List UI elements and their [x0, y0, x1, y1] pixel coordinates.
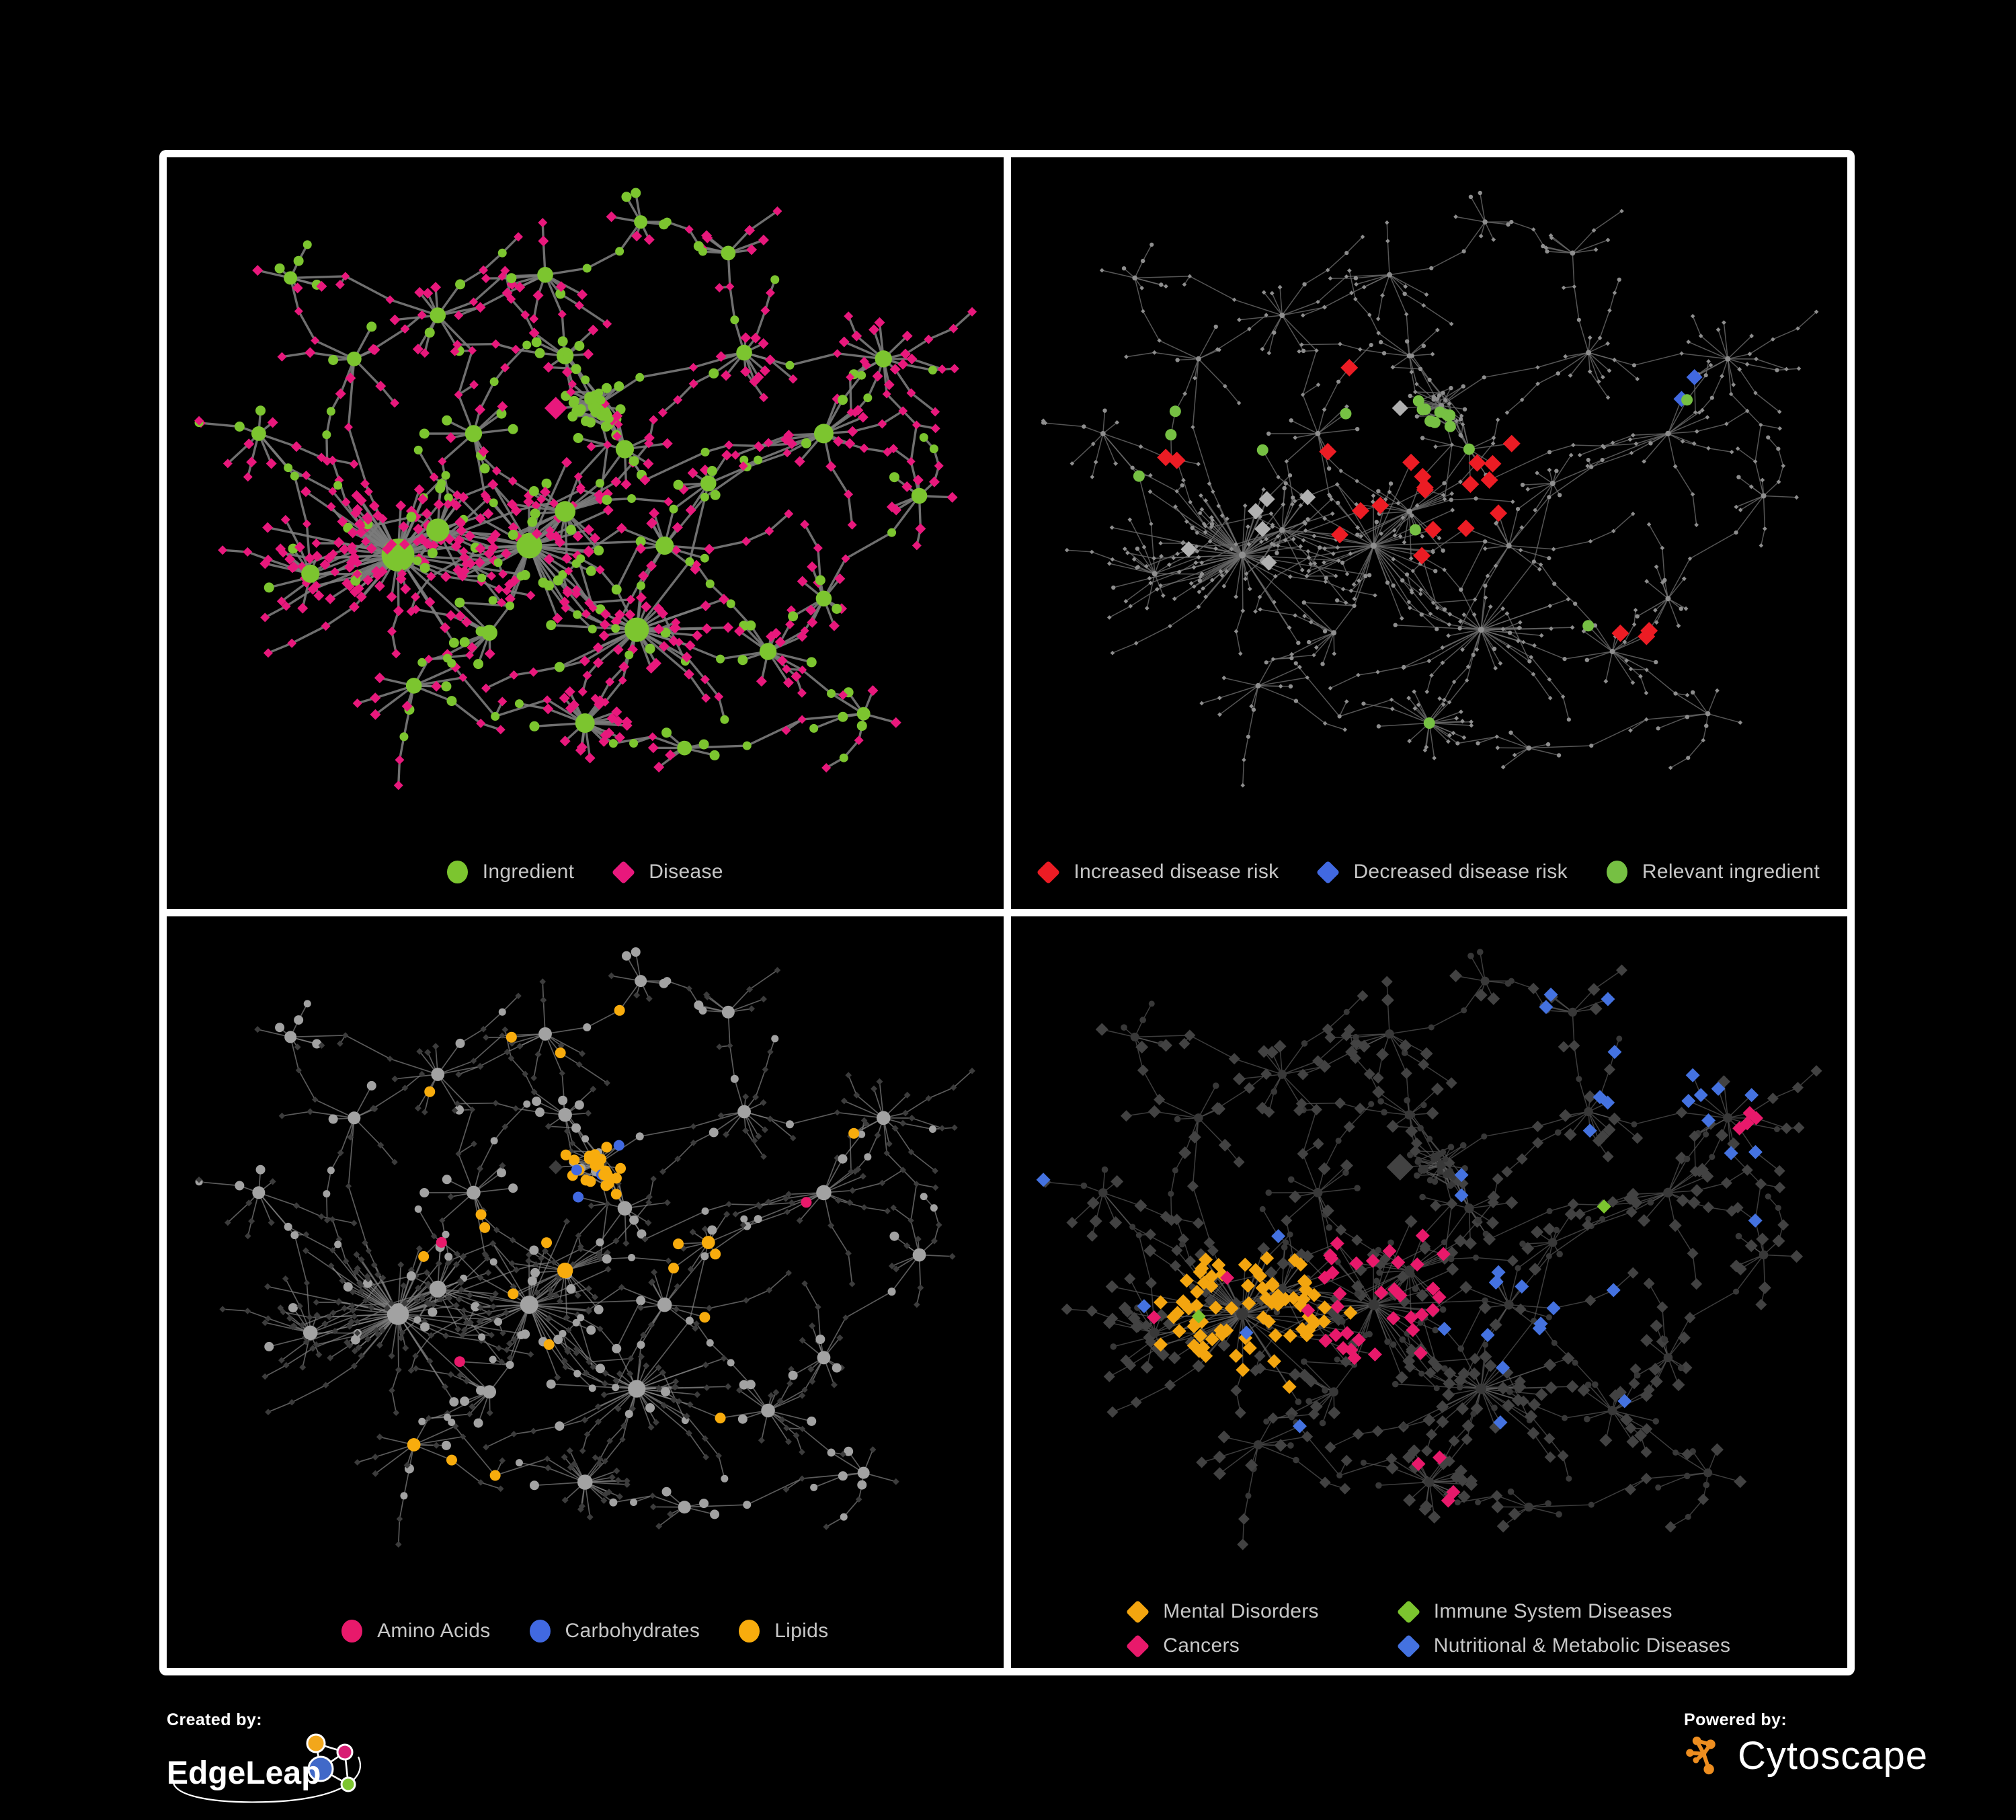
legend-label: Mental Disorders: [1163, 1600, 1319, 1622]
legend-label: Immune System Diseases: [1433, 1600, 1672, 1622]
edgeleap-wordmark: EdgeLeap: [167, 1755, 321, 1791]
edgeleap-pink-node: [336, 1743, 354, 1761]
powered-by-block: Powered by: Cytoscape: [1684, 1710, 1928, 1778]
decreased-risk-swatch-icon: [1316, 860, 1340, 884]
edgeleap-green-node: [340, 1776, 356, 1792]
mental-disorders-swatch-icon: [1126, 1599, 1150, 1624]
ingredient-swatch-icon: [446, 861, 468, 883]
legend-item: Cancers: [1126, 1634, 1319, 1658]
legend-nutrient-classes: Amino Acids Carbohydrates Lipids: [167, 1620, 1004, 1643]
carbohydrates-swatch-icon: [529, 1620, 551, 1643]
legend-label: Increased disease risk: [1074, 861, 1279, 883]
cytoscape-logo-row: Cytoscape: [1684, 1733, 1928, 1778]
cytoscape-icon-nodes: [1686, 1736, 1716, 1775]
legend-item: Disease: [612, 860, 723, 884]
network-graph-nutrient-classes: [195, 947, 975, 1548]
legend-disease-classes: Mental Disorders Immune System Diseases …: [1011, 1599, 1848, 1658]
legend-label: Disease: [649, 861, 723, 883]
edgeleap-logo: EdgeLeap: [167, 1733, 361, 1803]
panel-grid: Ingredient Disease Increased disease ris…: [159, 150, 1855, 1675]
cytoscape-wordmark: Cytoscape: [1738, 1733, 1929, 1778]
created-by-block: Created by: EdgeLeap: [167, 1710, 402, 1813]
legend-item: Nutritional & Metabolic Diseases: [1396, 1634, 1731, 1658]
relevant-ingredient-swatch-icon: [1606, 861, 1627, 883]
legend-ingredients-diseases: Ingredient Disease: [167, 860, 1004, 884]
legend-item: Amino Acids: [341, 1620, 490, 1643]
legend-disease-risk: Increased disease risk Decreased disease…: [1011, 860, 1848, 884]
amino-acids-swatch-icon: [341, 1620, 363, 1643]
network-graph-disease-risk: [1041, 190, 1818, 788]
lipids-swatch-icon: [739, 1620, 760, 1643]
panel-nutrient-classes: Amino Acids Carbohydrates Lipids: [167, 916, 1004, 1668]
increased-risk-swatch-icon: [1037, 860, 1061, 884]
legend-item: Increased disease risk: [1037, 860, 1279, 884]
legend-item: Mental Disorders: [1126, 1599, 1319, 1624]
legend-item: Carbohydrates: [529, 1620, 700, 1643]
panel-disease-classes: Mental Disorders Immune System Diseases …: [1010, 916, 1848, 1668]
immune-diseases-swatch-icon: [1396, 1599, 1420, 1624]
powered-by-label: Powered by:: [1684, 1710, 1787, 1729]
edgeleap-blue-node: [307, 1755, 334, 1782]
legend-label: Amino Acids: [377, 1620, 491, 1642]
edgeleap-swoosh: [172, 1756, 361, 1803]
nutritional-metabolic-swatch-icon: [1396, 1634, 1420, 1658]
cancers-swatch-icon: [1126, 1634, 1150, 1658]
legend-label: Carbohydrates: [565, 1620, 700, 1642]
legend-label: Relevant ingredient: [1642, 861, 1820, 883]
network-graph-disease-classes: [1036, 949, 1822, 1550]
legend-item: Decreased disease risk: [1316, 860, 1568, 884]
legend-label: Cancers: [1163, 1634, 1240, 1657]
legend-item: Relevant ingredient: [1606, 861, 1820, 883]
disease-swatch-icon: [612, 860, 636, 884]
legend-label: Ingredient: [482, 861, 575, 883]
network-graph-ingredients-diseases: [194, 188, 977, 791]
cytoscape-logo-icon: [1686, 1736, 1716, 1775]
legend-item: Immune System Diseases: [1396, 1599, 1730, 1624]
panel-ingredients-diseases: Ingredient Disease: [167, 157, 1004, 909]
legend-label: Lipids: [774, 1620, 829, 1642]
created-by-label: Created by:: [167, 1710, 262, 1729]
legend-label: Decreased disease risk: [1353, 861, 1568, 883]
panel-disease-risk: Increased disease risk Decreased disease…: [1010, 157, 1848, 909]
legend-label: Nutritional & Metabolic Diseases: [1433, 1634, 1731, 1657]
edgeleap-orange-node: [306, 1733, 326, 1753]
legend-item: Lipids: [739, 1620, 828, 1643]
legend-item: Ingredient: [446, 861, 575, 883]
